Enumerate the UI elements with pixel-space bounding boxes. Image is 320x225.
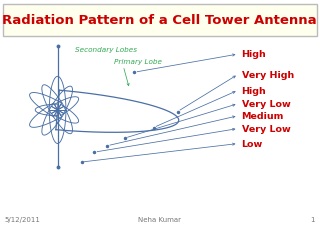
Text: Neha Kumar: Neha Kumar [139,216,181,223]
Text: High: High [242,50,266,59]
Text: Very High: Very High [242,70,294,79]
Text: Primary Lobe: Primary Lobe [114,58,162,64]
Text: Medium: Medium [242,112,284,121]
Text: 1: 1 [311,216,315,223]
Text: High: High [242,86,266,95]
Text: Secondary Lobes: Secondary Lobes [75,46,137,52]
Text: Radiation Pattern of a Cell Tower Antenna: Radiation Pattern of a Cell Tower Antenn… [2,14,317,27]
Text: 5/12/2011: 5/12/2011 [5,216,41,223]
Text: Low: Low [242,139,263,148]
FancyBboxPatch shape [3,5,317,37]
Text: Very Low: Very Low [242,100,290,108]
Text: Very Low: Very Low [242,124,290,133]
